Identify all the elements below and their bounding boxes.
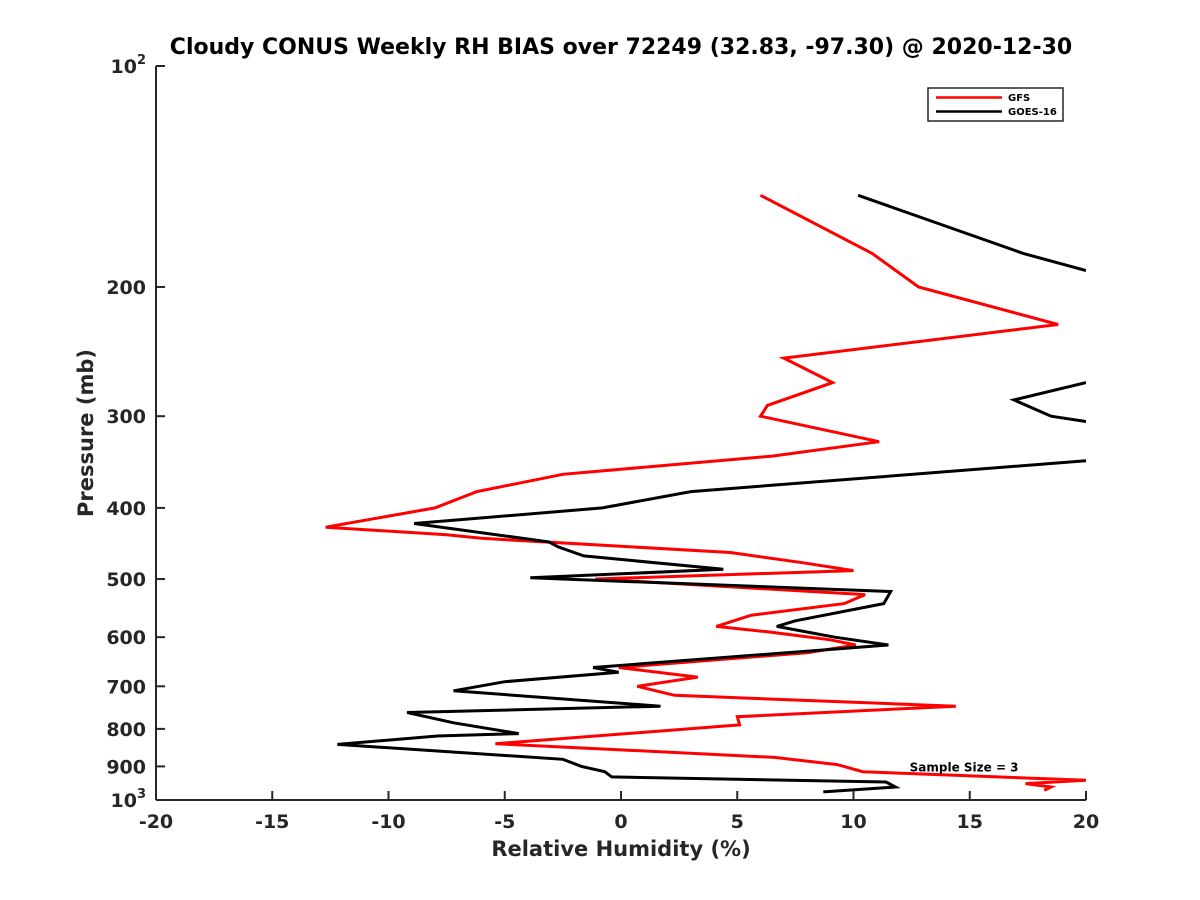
y-tick-label: 900 <box>106 756 146 778</box>
legend: GFS GOES-16 <box>927 87 1064 122</box>
x-tick-label: -20 <box>139 811 173 833</box>
y-tick-label: 800 <box>106 719 146 741</box>
y-tick-label: 700 <box>106 676 146 698</box>
y-tick-label: 103 <box>111 787 147 812</box>
x-tick-label: 15 <box>957 811 983 833</box>
legend-box <box>927 87 1064 122</box>
series-line-gfs <box>325 193 1086 792</box>
y-tick-label: 400 <box>106 498 146 520</box>
legend-label-goes-16: GOES-16 <box>1008 107 1057 118</box>
y-tick-label: 200 <box>106 277 146 299</box>
x-tick-label: -5 <box>494 811 515 833</box>
y-tick-label: 600 <box>106 627 146 649</box>
series-line-goes-16 <box>337 193 1086 794</box>
y-axis-label: Pressure (mb) <box>74 349 98 517</box>
x-ticks: -20 -15 -10 -5 0 5 10 15 20 <box>139 791 1099 833</box>
x-tick-label: 0 <box>614 811 627 833</box>
y-tick-label: 500 <box>106 569 146 591</box>
x-tick-label: 5 <box>731 811 744 833</box>
series-layer <box>325 193 1086 794</box>
x-tick-label: -10 <box>371 811 405 833</box>
y-tick-label: 102 <box>111 53 147 78</box>
y-tick-label: 300 <box>106 406 146 428</box>
plot-area <box>156 66 1086 800</box>
sample-size-annotation: Sample Size = 3 <box>910 760 1019 774</box>
x-tick-label: 20 <box>1073 811 1099 833</box>
x-tick-label: 10 <box>840 811 866 833</box>
legend-label-gfs: GFS <box>1008 93 1030 104</box>
x-axis-label: Relative Humidity (%) <box>491 837 750 861</box>
x-tick-label: -15 <box>255 811 289 833</box>
chart-title: Cloudy CONUS Weekly RH BIAS over 72249 (… <box>170 35 1072 60</box>
y-ticks: 102 200 300 400 500 600 700 800 900 103 <box>106 53 165 812</box>
